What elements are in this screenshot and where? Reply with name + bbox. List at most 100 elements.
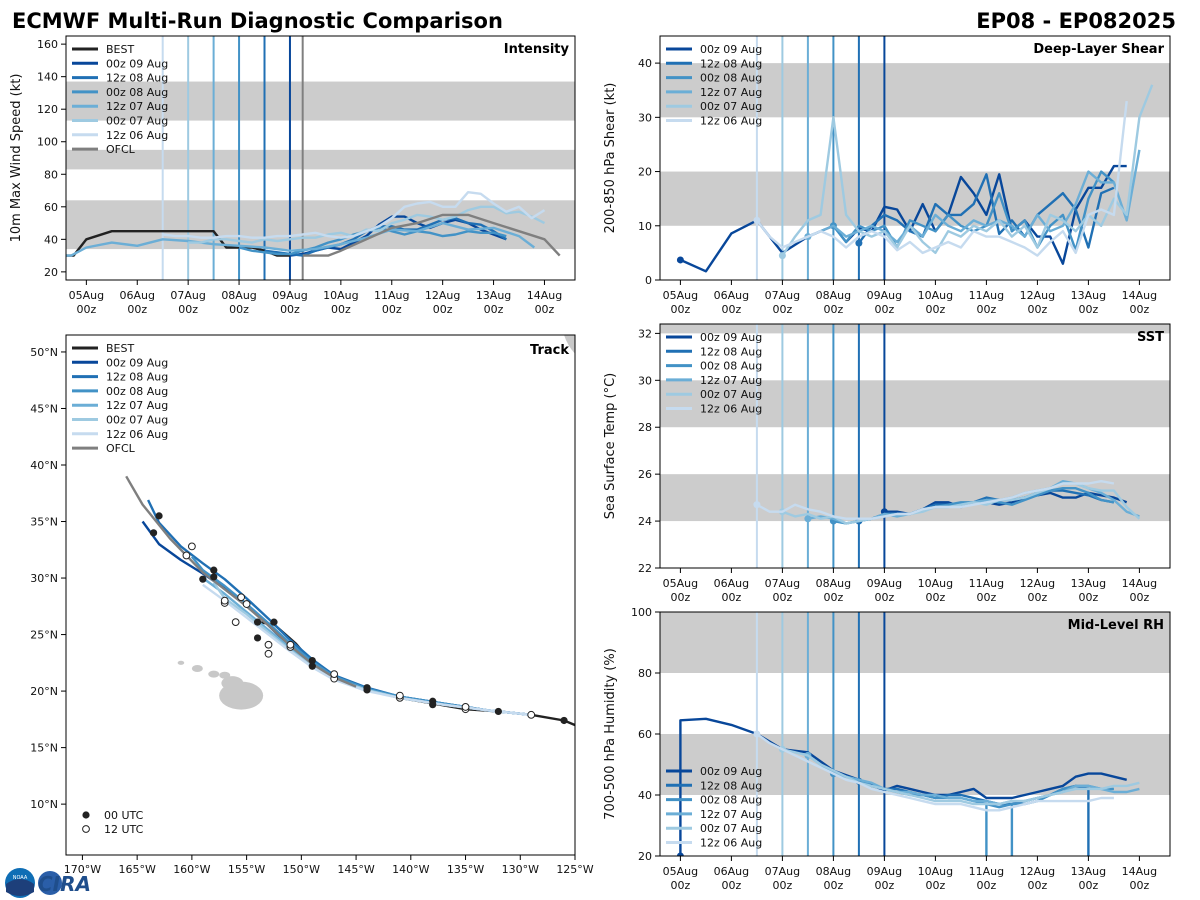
legend-label: 00z 08 Aug (106, 86, 168, 99)
x-tick-label: 14Aug (1122, 865, 1157, 878)
x-tick-label: 12Aug (425, 289, 460, 302)
cira-logo-globe (38, 871, 62, 895)
x-tick-label: 00z (433, 303, 453, 316)
legend-label: 12z 06 Aug (700, 403, 762, 416)
track-marker-00utc (253, 618, 262, 626)
y-tick-label: 50°N (30, 346, 58, 359)
track-marker-12utc (264, 640, 273, 649)
series-line (781, 482, 1141, 525)
noaa-logo-wave (6, 879, 34, 896)
panel-title: SST (1137, 330, 1164, 345)
x-tick-label: 00z (1130, 591, 1150, 604)
legend-label: 12z 08 Aug (106, 371, 168, 384)
series-line (66, 221, 536, 257)
threshold-band (66, 149, 575, 170)
x-tick-label: 00z (773, 879, 793, 892)
y-tick-label: 22 (638, 562, 652, 575)
cira-logo-text: CIRA (38, 872, 91, 896)
x-tick-label: 07Aug (765, 577, 800, 590)
y-tick-label: 35°N (30, 516, 58, 529)
x-tick-label: 00z (977, 879, 997, 892)
x-tick-label: 00z (977, 591, 997, 604)
x-tick-label: 13Aug (476, 289, 511, 302)
x-tick-label: 00z (535, 303, 555, 316)
series-start-marker (753, 730, 761, 738)
x-tick-label: 00z (977, 303, 997, 316)
x-tick-label: 140°W (392, 863, 429, 876)
legend-label: 12z 08 Aug (700, 779, 762, 792)
x-tick-label: 08Aug (816, 577, 851, 590)
x-tick-label: 125°W (556, 863, 593, 876)
series-line (66, 229, 290, 257)
panel-title: Deep-Layer Shear (1033, 42, 1164, 57)
rh-panel: 2040608010005Aug00z06Aug00z07Aug00z08Aug… (603, 606, 1171, 892)
y-tick-label: 45°N (30, 402, 58, 415)
x-tick-label: 09Aug (867, 577, 902, 590)
plot-area (660, 36, 1170, 280)
track-marker-00utc (308, 662, 316, 670)
x-tick-label: 10Aug (323, 289, 358, 302)
x-tick-label: 08Aug (816, 865, 851, 878)
legend-label: 12z 08 Aug (700, 345, 762, 358)
y-axis-label: Sea Surface Temp (°C) (603, 373, 618, 520)
series-line (756, 733, 1114, 812)
threshold-band (66, 200, 575, 250)
y-tick-label: 30 (638, 374, 652, 387)
plot-area (660, 612, 1170, 856)
legend-label: 00z 09 Aug (700, 765, 762, 778)
series-start-marker (778, 252, 786, 260)
track-marker-00utc (210, 573, 218, 581)
x-tick-label: 00z (824, 591, 844, 604)
series-line (782, 748, 1140, 806)
map-area (125, 335, 575, 727)
y-tick-label: 120 (37, 103, 58, 116)
series-start-marker (676, 256, 684, 264)
track-marker-12utc (237, 593, 246, 602)
track-marker-00utc (149, 529, 158, 537)
x-tick-label: 00z (671, 879, 691, 892)
x-tick-label: 05Aug (69, 289, 104, 302)
x-tick-label: 12Aug (1020, 577, 1055, 590)
x-tick-label: 145°W (337, 863, 374, 876)
y-tick-label: 28 (638, 421, 652, 434)
legend-label: OFCL (106, 143, 136, 156)
legend-label: BEST (106, 43, 134, 56)
y-tick-label: 20°N (30, 685, 58, 698)
x-tick-label: 00z (1079, 303, 1099, 316)
track-marker-12utc (286, 640, 295, 649)
y-tick-label: 30°N (30, 572, 58, 585)
hawaii-island (191, 664, 203, 672)
series-start-marker (676, 852, 684, 856)
y-tick-label: 10°N (30, 798, 58, 811)
legend-label: 12z 06 Aug (700, 837, 762, 850)
x-tick-label: 00z (773, 591, 793, 604)
series-line (807, 149, 1141, 244)
series-line (756, 480, 1115, 520)
series-start-marker (753, 501, 761, 509)
plot-area (660, 324, 1170, 568)
north-america-coast (564, 335, 575, 354)
series-start-marker (804, 515, 812, 523)
x-tick-label: 11Aug (969, 289, 1004, 302)
x-tick-label: 14Aug (1122, 577, 1157, 590)
x-tick-label: 00z (229, 303, 249, 316)
threshold-band (660, 63, 1170, 118)
hawaii-island (219, 671, 231, 679)
y-tick-label: 40°N (30, 459, 58, 472)
track-marker-00utc (494, 707, 502, 716)
track-marker-00utc (429, 697, 437, 705)
legend-label: 00z 08 Aug (700, 794, 762, 807)
track-marker-12utc (220, 596, 229, 605)
x-tick-label: 00z (773, 303, 793, 316)
x-tick-label: 00z (1130, 303, 1150, 316)
y-tick-label: 60 (638, 728, 652, 741)
x-tick-label: 00z (824, 303, 844, 316)
x-tick-label: 06Aug (714, 577, 749, 590)
x-tick-label: 00z (331, 303, 351, 316)
map-frame (65, 334, 576, 856)
legend-label: 12z 08 Aug (106, 72, 168, 85)
legend-label: 12z 06 Aug (700, 115, 762, 128)
marker-legend-label: 12 UTC (104, 823, 144, 836)
x-tick-label: 00z (926, 879, 946, 892)
